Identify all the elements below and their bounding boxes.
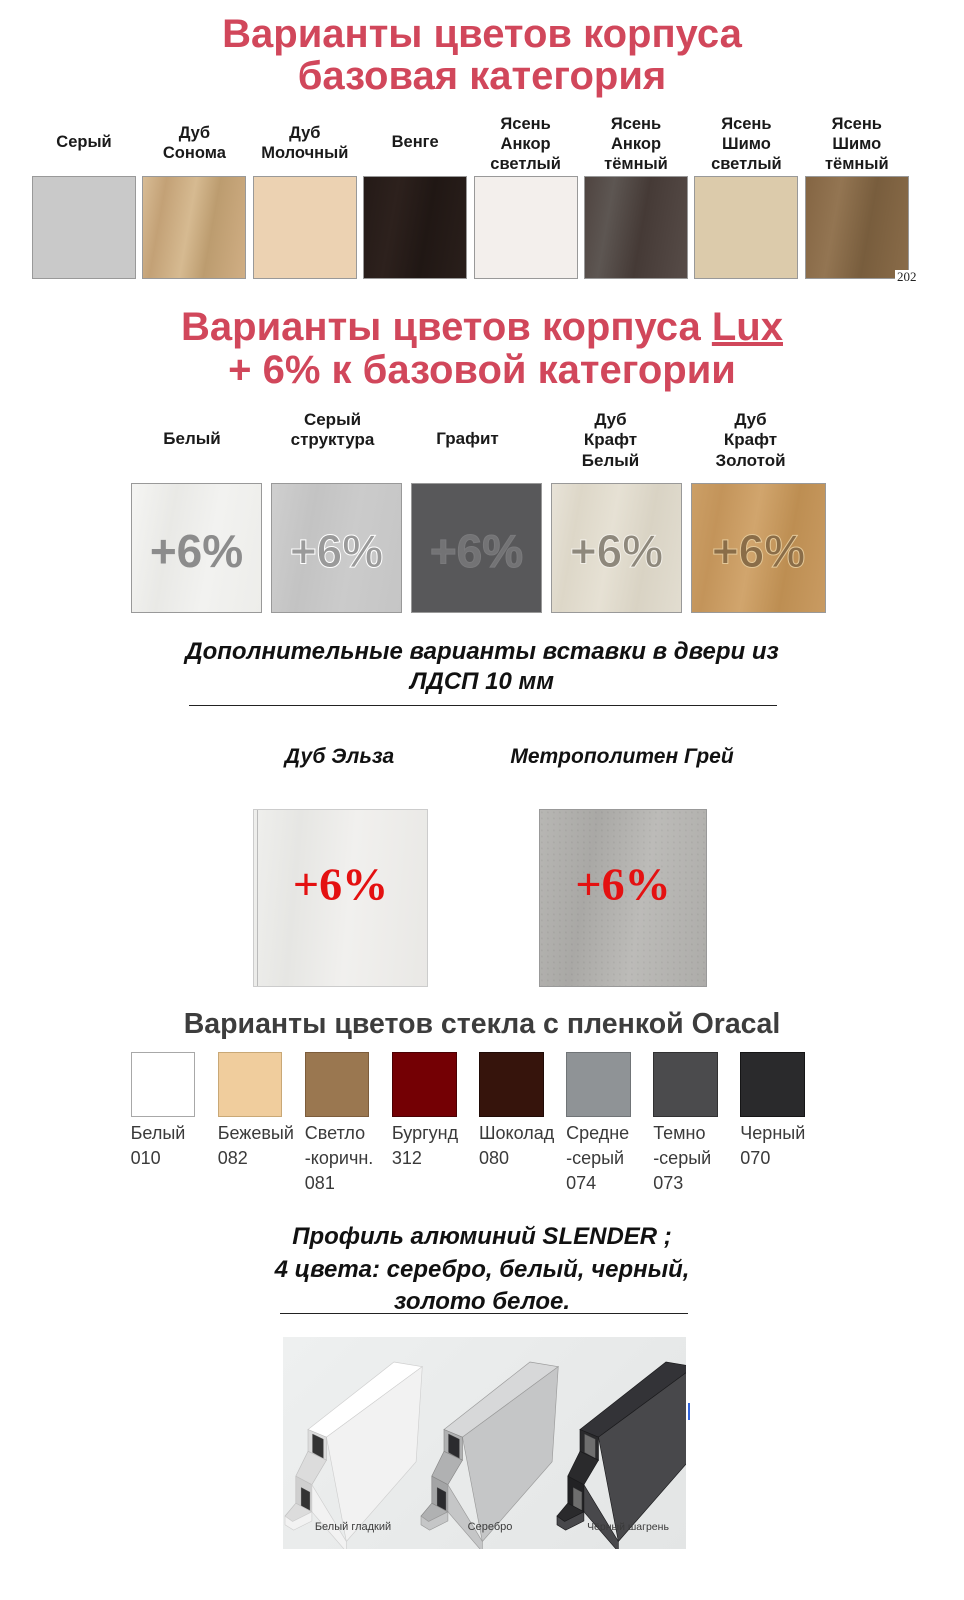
svg-text:Чёрный шагрень: Чёрный шагрень xyxy=(587,1521,669,1533)
svg-text:Белый гладкий: Белый гладкий xyxy=(315,1521,391,1533)
svg-text:Серебро: Серебро xyxy=(468,1521,513,1533)
